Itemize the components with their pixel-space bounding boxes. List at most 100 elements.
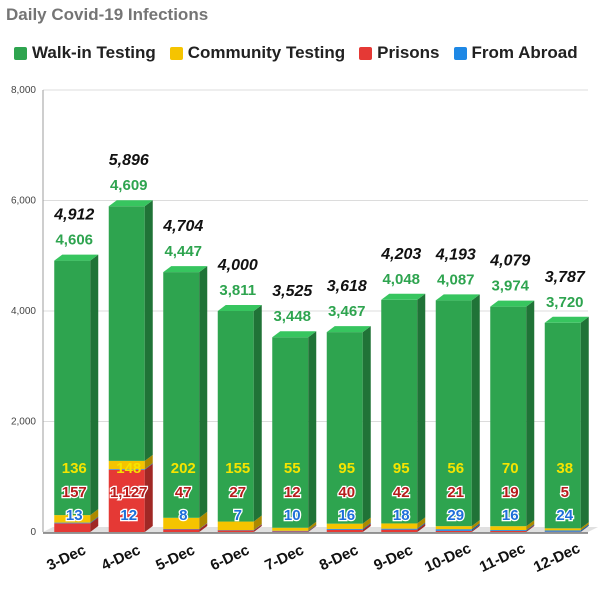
data-label-abroad: 7 bbox=[234, 507, 242, 524]
data-label-prisons: 21 bbox=[447, 484, 464, 501]
bar-segment bbox=[490, 306, 527, 527]
bar-3-Dec: 4,606 4,912 136 157 13 3-Dec bbox=[44, 207, 99, 575]
bar-segment bbox=[544, 322, 581, 529]
data-label-walk-in: 3,811 bbox=[219, 282, 256, 299]
bar-segment-side bbox=[253, 524, 262, 531]
bar-segment-side bbox=[253, 515, 262, 531]
bar-segment-side bbox=[580, 316, 589, 529]
data-label-total: 4,203 bbox=[380, 246, 421, 263]
bar-top bbox=[381, 293, 426, 300]
bar-segment bbox=[326, 529, 363, 532]
bar-top bbox=[272, 331, 317, 338]
bar-segment-side bbox=[90, 516, 99, 524]
x-tick-label: 4-Dec bbox=[99, 542, 143, 575]
data-label-total: 5,896 bbox=[109, 152, 149, 169]
x-tick-label: 10-Dec bbox=[422, 540, 474, 576]
bar-segment-side bbox=[417, 522, 426, 530]
bar-segment-side bbox=[580, 524, 589, 532]
bar-segment bbox=[108, 460, 145, 470]
bar-segment bbox=[435, 530, 472, 532]
x-tick-label: 9-Dec bbox=[371, 542, 415, 575]
data-label-abroad: 24 bbox=[556, 507, 573, 524]
legend-label-walk-in: Walk-in Testing bbox=[32, 43, 156, 62]
bar-segment-side bbox=[144, 463, 153, 532]
data-label-community: 155 bbox=[225, 460, 250, 477]
bar-6-Dec: 3,811 4,000 155 27 7 6-Dec bbox=[208, 257, 262, 574]
bar-segment-side bbox=[144, 454, 153, 470]
data-label-community: 55 bbox=[284, 460, 301, 477]
bar-segment bbox=[435, 526, 472, 530]
x-tick-label: 5-Dec bbox=[153, 542, 197, 575]
bar-segment bbox=[381, 529, 418, 532]
x-tick-label: 3-Dec bbox=[44, 542, 88, 575]
data-label-total: 3,525 bbox=[272, 283, 313, 300]
bar-segment-side bbox=[526, 524, 535, 532]
legend-item-prisons: Prisons bbox=[359, 43, 440, 63]
legend-swatch-prisons bbox=[359, 46, 373, 60]
data-label-total: 4,704 bbox=[162, 218, 203, 235]
bar-segment-side bbox=[199, 523, 208, 532]
bar-segment-side bbox=[471, 524, 480, 532]
legend-item-community: Community Testing bbox=[169, 43, 345, 63]
bar-segment bbox=[108, 469, 145, 532]
bar-segment bbox=[326, 332, 363, 524]
bar-segment-side bbox=[526, 524, 535, 531]
data-label-total: 3,618 bbox=[327, 278, 367, 295]
bar-segment bbox=[108, 206, 145, 461]
legend-label-prisons: Prisons bbox=[377, 43, 440, 62]
x-tick-label: 7-Dec bbox=[262, 542, 306, 575]
data-label-walk-in: 4,447 bbox=[164, 243, 202, 260]
bar-top bbox=[217, 305, 262, 311]
bar-segment-side bbox=[362, 523, 371, 532]
data-label-abroad: 16 bbox=[502, 507, 519, 524]
bar-segment-side bbox=[471, 294, 480, 527]
bar-top bbox=[54, 254, 99, 261]
data-label-walk-in: 4,048 bbox=[382, 271, 420, 288]
data-label-prisons: 42 bbox=[393, 484, 410, 501]
bar-segment-side bbox=[417, 517, 426, 529]
data-label-community: 70 bbox=[502, 460, 519, 477]
bar-segment-side bbox=[362, 326, 371, 524]
y-tick-label: 2,000 bbox=[11, 417, 36, 428]
data-label-total: 3,787 bbox=[545, 269, 586, 286]
legend-swatch-walk-in bbox=[14, 46, 27, 60]
legend-item-walk-in: Walk-in Testing bbox=[14, 43, 156, 63]
bar-segment-side bbox=[199, 511, 208, 529]
x-tick-label: 8-Dec bbox=[317, 542, 361, 575]
data-label-walk-in: 3,467 bbox=[328, 303, 366, 320]
data-label-abroad: 13 bbox=[66, 507, 83, 524]
bar-top bbox=[163, 266, 208, 273]
bar-segment-side bbox=[199, 266, 208, 518]
data-label-abroad: 18 bbox=[393, 507, 410, 524]
bar-segment bbox=[217, 311, 254, 522]
bar-10-Dec: 4,087 4,193 56 21 29 10-Dec bbox=[422, 246, 480, 576]
data-label-prisons: 40 bbox=[338, 484, 355, 501]
data-label-prisons: 12 bbox=[284, 484, 301, 501]
bar-segment bbox=[54, 260, 91, 516]
data-label-walk-in: 4,606 bbox=[55, 232, 93, 249]
data-label-abroad: 8 bbox=[179, 507, 187, 524]
x-tick-label: 6-Dec bbox=[208, 542, 252, 575]
y-tick-label: 6,000 bbox=[11, 196, 36, 207]
bar-segment bbox=[490, 526, 527, 531]
data-label-community: 95 bbox=[338, 460, 355, 477]
bar-11-Dec: 3,974 4,079 70 19 16 11-Dec bbox=[477, 253, 535, 576]
bar-segment-side bbox=[144, 200, 153, 461]
bar-segment-side bbox=[253, 305, 262, 522]
bar-segment bbox=[326, 523, 363, 529]
bar-top bbox=[544, 316, 589, 323]
bar-segment-side bbox=[308, 524, 317, 532]
data-label-community: 56 bbox=[447, 460, 464, 477]
bar-segment-side bbox=[362, 517, 371, 529]
bar-segment-side bbox=[308, 331, 317, 528]
data-label-abroad: 10 bbox=[284, 507, 301, 524]
data-label-abroad: 16 bbox=[338, 507, 355, 524]
bar-segment-side bbox=[580, 525, 589, 532]
bar-5-Dec: 4,447 4,704 202 47 8 5-Dec bbox=[153, 218, 208, 575]
data-label-community: 136 bbox=[62, 460, 87, 477]
data-label-community: 38 bbox=[556, 460, 573, 477]
bar-segment-side bbox=[417, 523, 426, 532]
bar-segment bbox=[54, 522, 91, 524]
bar-segment-side bbox=[580, 522, 589, 531]
bar-segment-side bbox=[308, 521, 317, 531]
